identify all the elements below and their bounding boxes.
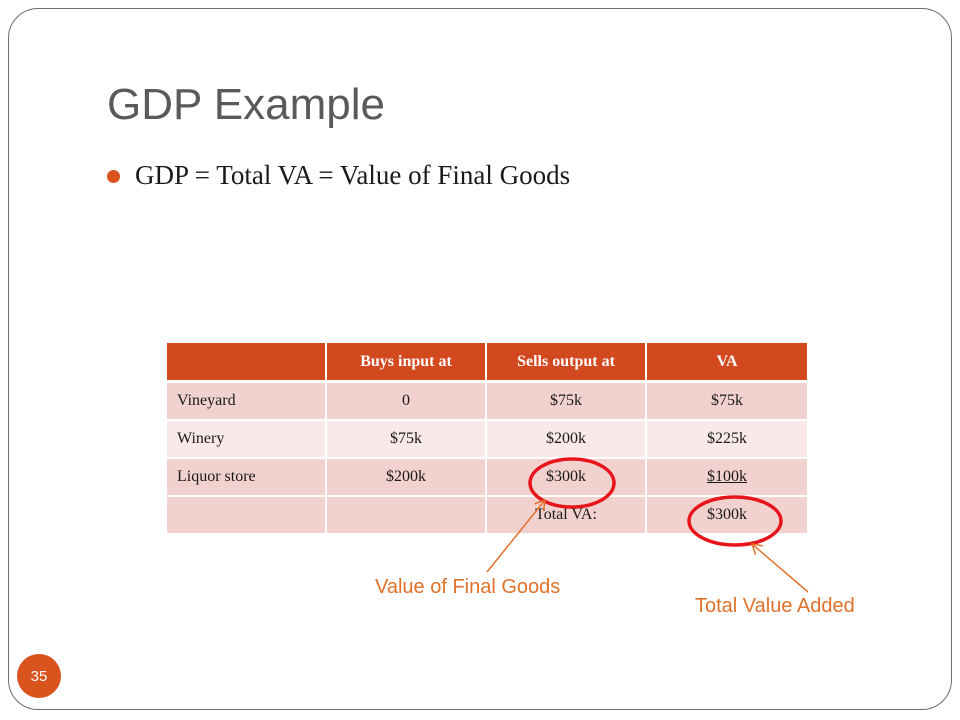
bullet-text: GDP = Total VA = Value of Final Goods — [135, 160, 571, 190]
sells-output-cell: $200k — [487, 421, 647, 459]
table-header-row: Buys input at Sells output at VA — [167, 343, 807, 383]
table-row: Vineyard 0 $75k $75k — [167, 383, 807, 421]
row-label: Vineyard — [167, 383, 327, 421]
sells-output-cell: $75k — [487, 383, 647, 421]
total-va-label: Total VA: — [487, 497, 647, 535]
buys-input-cell: $200k — [327, 459, 487, 497]
buys-input-cell: 0 — [327, 383, 487, 421]
header-cell-empty — [167, 343, 327, 383]
slide-title: GDP Example — [107, 80, 385, 129]
table-row: Winery $75k $200k $225k — [167, 421, 807, 459]
sells-output-cell: $300k — [487, 459, 647, 497]
row-label — [167, 497, 327, 535]
bullet-dot-icon — [107, 170, 120, 183]
row-label: Winery — [167, 421, 327, 459]
header-cell-buys-input: Buys input at — [327, 343, 487, 383]
table-row: Liquor store $200k $300k $100k — [167, 459, 807, 497]
page-number-badge: 35 — [17, 654, 61, 698]
total-va-value: $300k — [647, 497, 807, 535]
total-value-callout: Total Value Added — [695, 595, 855, 617]
header-cell-va: VA — [647, 343, 807, 383]
buys-input-cell — [327, 497, 487, 535]
va-cell: $225k — [647, 421, 807, 459]
row-label: Liquor store — [167, 459, 327, 497]
bullet-item: GDP = Total VA = Value of Final Goods — [107, 160, 570, 191]
buys-input-cell: $75k — [327, 421, 487, 459]
va-cell: $100k — [647, 459, 807, 497]
gdp-table: Buys input at Sells output at VA Vineyar… — [167, 343, 807, 535]
table-row-total: Total VA: $300k — [167, 497, 807, 535]
va-cell: $75k — [647, 383, 807, 421]
final-goods-callout: Value of Final Goods — [375, 576, 561, 598]
header-cell-sells-output: Sells output at — [487, 343, 647, 383]
